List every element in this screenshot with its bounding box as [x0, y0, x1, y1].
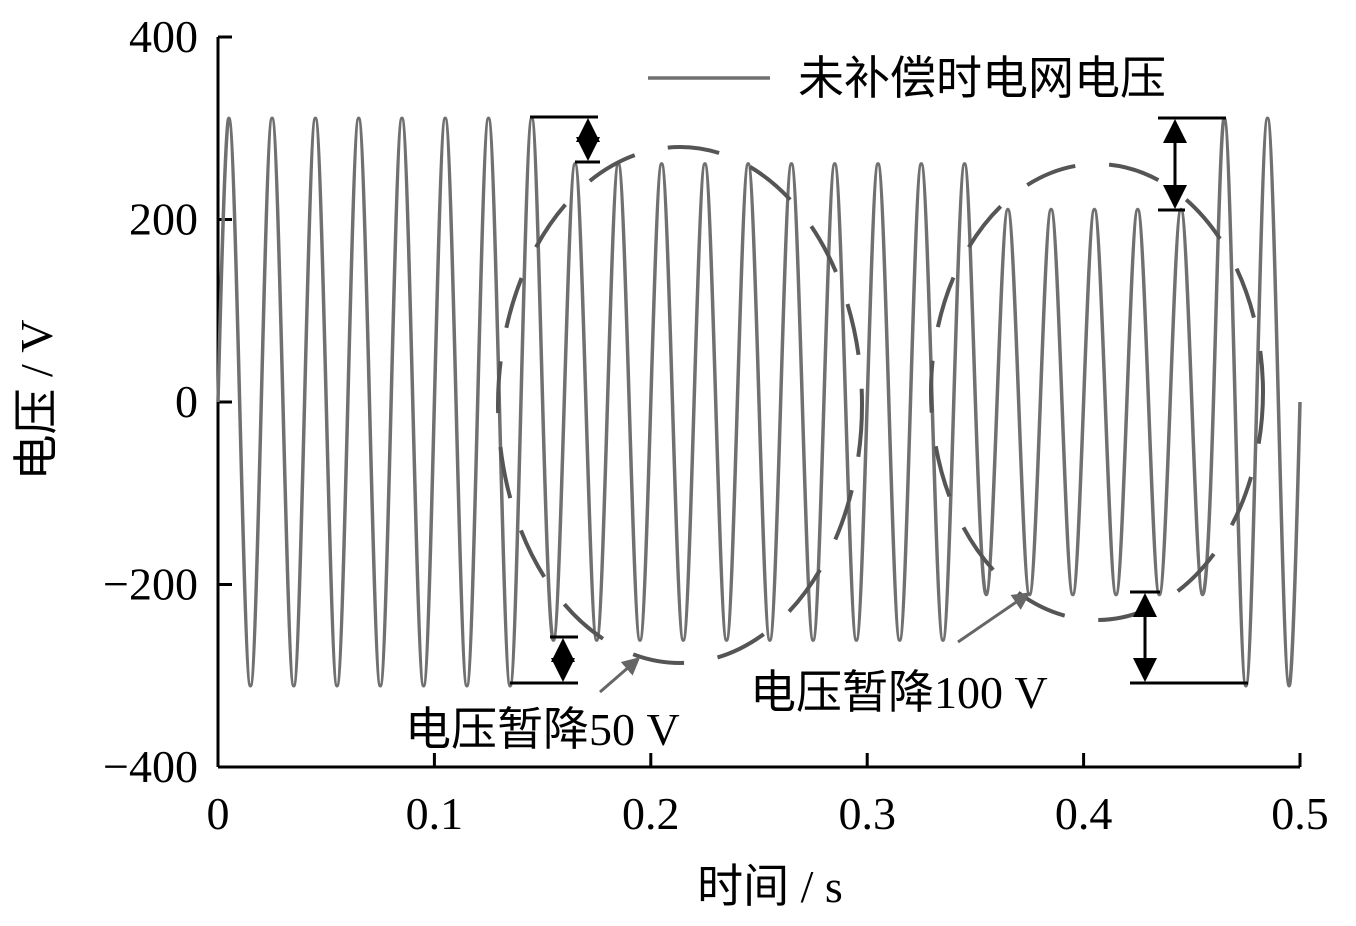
pointer-arrow: [599, 657, 641, 694]
x-tick-label: 0.5: [1271, 788, 1329, 839]
x-tick-label: 0.1: [406, 788, 464, 839]
x-tick-label: 0.4: [1055, 788, 1113, 839]
sag-ellipse: [496, 145, 864, 665]
annotation-shapes: [496, 115, 1265, 694]
x-tick-label: 0.3: [838, 788, 896, 839]
x-axis-label: 时间 / s: [697, 861, 843, 912]
y-tick-label: 200: [129, 194, 198, 245]
annotation: 电压暂降100 V: [750, 667, 1048, 718]
sag-ellipse: [929, 162, 1265, 622]
pointer-arrow: [957, 592, 1031, 644]
y-tick-label: −200: [103, 559, 198, 610]
y-axis-label: 电压 / V: [11, 320, 62, 481]
annotation: 电压暂降50 V: [405, 704, 680, 755]
series-line: [216, 116, 1302, 688]
x-tick-label: 0.2: [622, 788, 680, 839]
brackets: [510, 115, 1248, 685]
x-tick-label: 0: [207, 788, 230, 839]
y-tick-label: 400: [129, 11, 198, 62]
y-tick-label: 0: [175, 376, 198, 427]
y-tick-label: −400: [103, 741, 198, 792]
legend-label: 未补偿时电网电压: [798, 53, 1166, 104]
